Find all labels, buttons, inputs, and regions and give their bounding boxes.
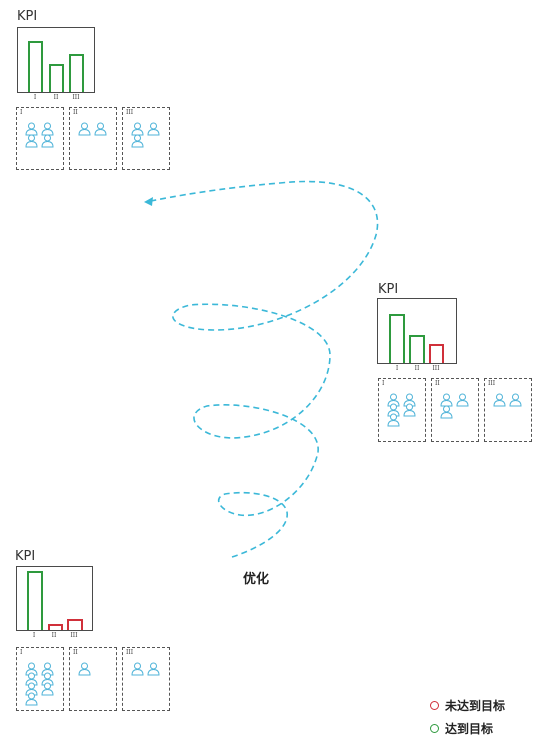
person-icon [41,672,54,686]
team-group-label: III [126,109,134,116]
team-group-label: I [382,380,385,387]
person-icon [78,662,91,676]
person-icon [509,393,522,407]
legend-green-circle-icon [430,724,439,733]
person-icon [41,662,54,676]
person-icon [41,682,54,696]
team-group-label: II [73,649,78,656]
kpi-bar-iii [67,619,83,630]
kpi-title: KPI [17,9,38,24]
team-group-label: III [488,380,496,387]
person-icon [147,122,160,136]
team-group-label: I [20,109,23,116]
person-icon [78,122,91,136]
legend-red-circle-icon [430,701,439,710]
team-group-label: I [20,649,23,656]
team-group-label: II [435,380,440,387]
person-icon [493,393,506,407]
team-group-iii: III [122,647,170,711]
legend-label: 达到目标 [445,722,494,736]
kpi-bar-iii [429,344,444,363]
spiral-arrowhead [144,197,153,206]
tick-label-ii: II [51,632,57,639]
kpi-bar-ii [409,335,425,363]
person-icon [25,662,38,676]
team-group-label: II [73,109,78,116]
tick-label-iii: III [72,94,80,101]
person-icon [41,122,54,136]
tick-label-i: I [395,365,399,372]
kpi-bar-ii [48,624,63,630]
team-group-iii: III [122,107,170,170]
tick-label-ii: II [414,365,420,372]
person-icon [25,122,38,136]
tick-label-ii: II [53,94,59,101]
legend-label: 未达到目标 [445,699,506,713]
person-icon [41,134,54,148]
tick-label-iii: III [432,365,440,372]
person-icon [403,403,416,417]
person-icon [25,692,38,706]
tick-label-i: I [33,94,37,101]
kpi-bar-iii [69,54,84,92]
person-icon [403,393,416,407]
team-group-label: III [126,649,134,656]
person-icon [387,413,400,427]
team-group-iii: III [484,378,532,442]
kpi-bar-chart [377,298,457,364]
legend-item-unmet: 未达到目标 [430,697,505,714]
person-icon [131,122,144,136]
kpi-bar-i [28,41,43,92]
kpi-title: KPI [378,282,399,297]
team-group-i: I [16,107,64,170]
person-icon [440,405,453,419]
team-group-i: I [16,647,64,711]
tick-label-i: I [32,632,36,639]
kpi-bar-chart [17,27,95,93]
person-icon [25,672,38,686]
tick-label-iii: III [70,632,78,639]
person-icon [25,134,38,148]
spiral-path [145,180,379,558]
person-icon [456,393,469,407]
kpi-bar-i [27,571,43,630]
team-group-i: I [378,378,426,442]
kpi-bar-ii [49,64,64,92]
person-icon [147,662,160,676]
kpi-title: KPI [15,549,36,564]
person-icon [25,682,38,696]
optimization-label: 优化 [243,572,270,587]
team-group-ii: II [431,378,479,442]
team-group-ii: II [69,107,117,170]
kpi-bar-chart [16,566,93,631]
legend-item-met: 达到目标 [430,720,493,737]
person-icon [94,122,107,136]
person-icon [387,393,400,407]
person-icon [387,403,400,417]
kpi-bar-i [389,314,405,363]
team-group-ii: II [69,647,117,711]
person-icon [440,393,453,407]
person-icon [131,134,144,148]
person-icon [131,662,144,676]
